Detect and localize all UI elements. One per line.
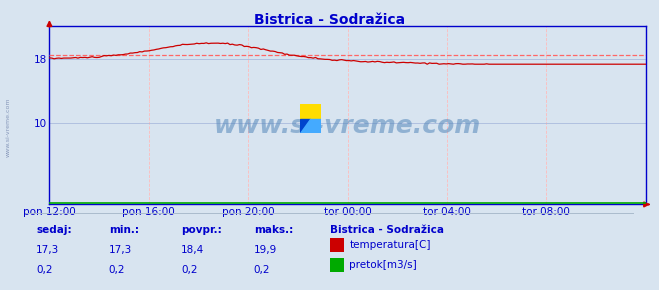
Text: 0,2: 0,2 bbox=[254, 265, 270, 275]
Text: Bistrica - Sodražica: Bistrica - Sodražica bbox=[330, 225, 444, 235]
Text: 17,3: 17,3 bbox=[36, 245, 59, 255]
Text: www.si-vreme.com: www.si-vreme.com bbox=[214, 114, 481, 138]
Text: www.si-vreme.com: www.si-vreme.com bbox=[5, 98, 11, 157]
Polygon shape bbox=[300, 119, 321, 133]
Text: pretok[m3/s]: pretok[m3/s] bbox=[349, 260, 417, 270]
Text: 0,2: 0,2 bbox=[109, 265, 125, 275]
Text: temperatura[C]: temperatura[C] bbox=[349, 240, 431, 250]
Text: maks.:: maks.: bbox=[254, 225, 293, 235]
Polygon shape bbox=[300, 104, 321, 119]
Text: Bistrica - Sodražica: Bistrica - Sodražica bbox=[254, 13, 405, 27]
Text: 17,3: 17,3 bbox=[109, 245, 132, 255]
Text: 0,2: 0,2 bbox=[36, 265, 53, 275]
Text: sedaj:: sedaj: bbox=[36, 225, 72, 235]
Polygon shape bbox=[300, 119, 310, 133]
Text: 19,9: 19,9 bbox=[254, 245, 277, 255]
Text: 18,4: 18,4 bbox=[181, 245, 204, 255]
Text: 0,2: 0,2 bbox=[181, 265, 198, 275]
Text: povpr.:: povpr.: bbox=[181, 225, 222, 235]
Text: min.:: min.: bbox=[109, 225, 139, 235]
